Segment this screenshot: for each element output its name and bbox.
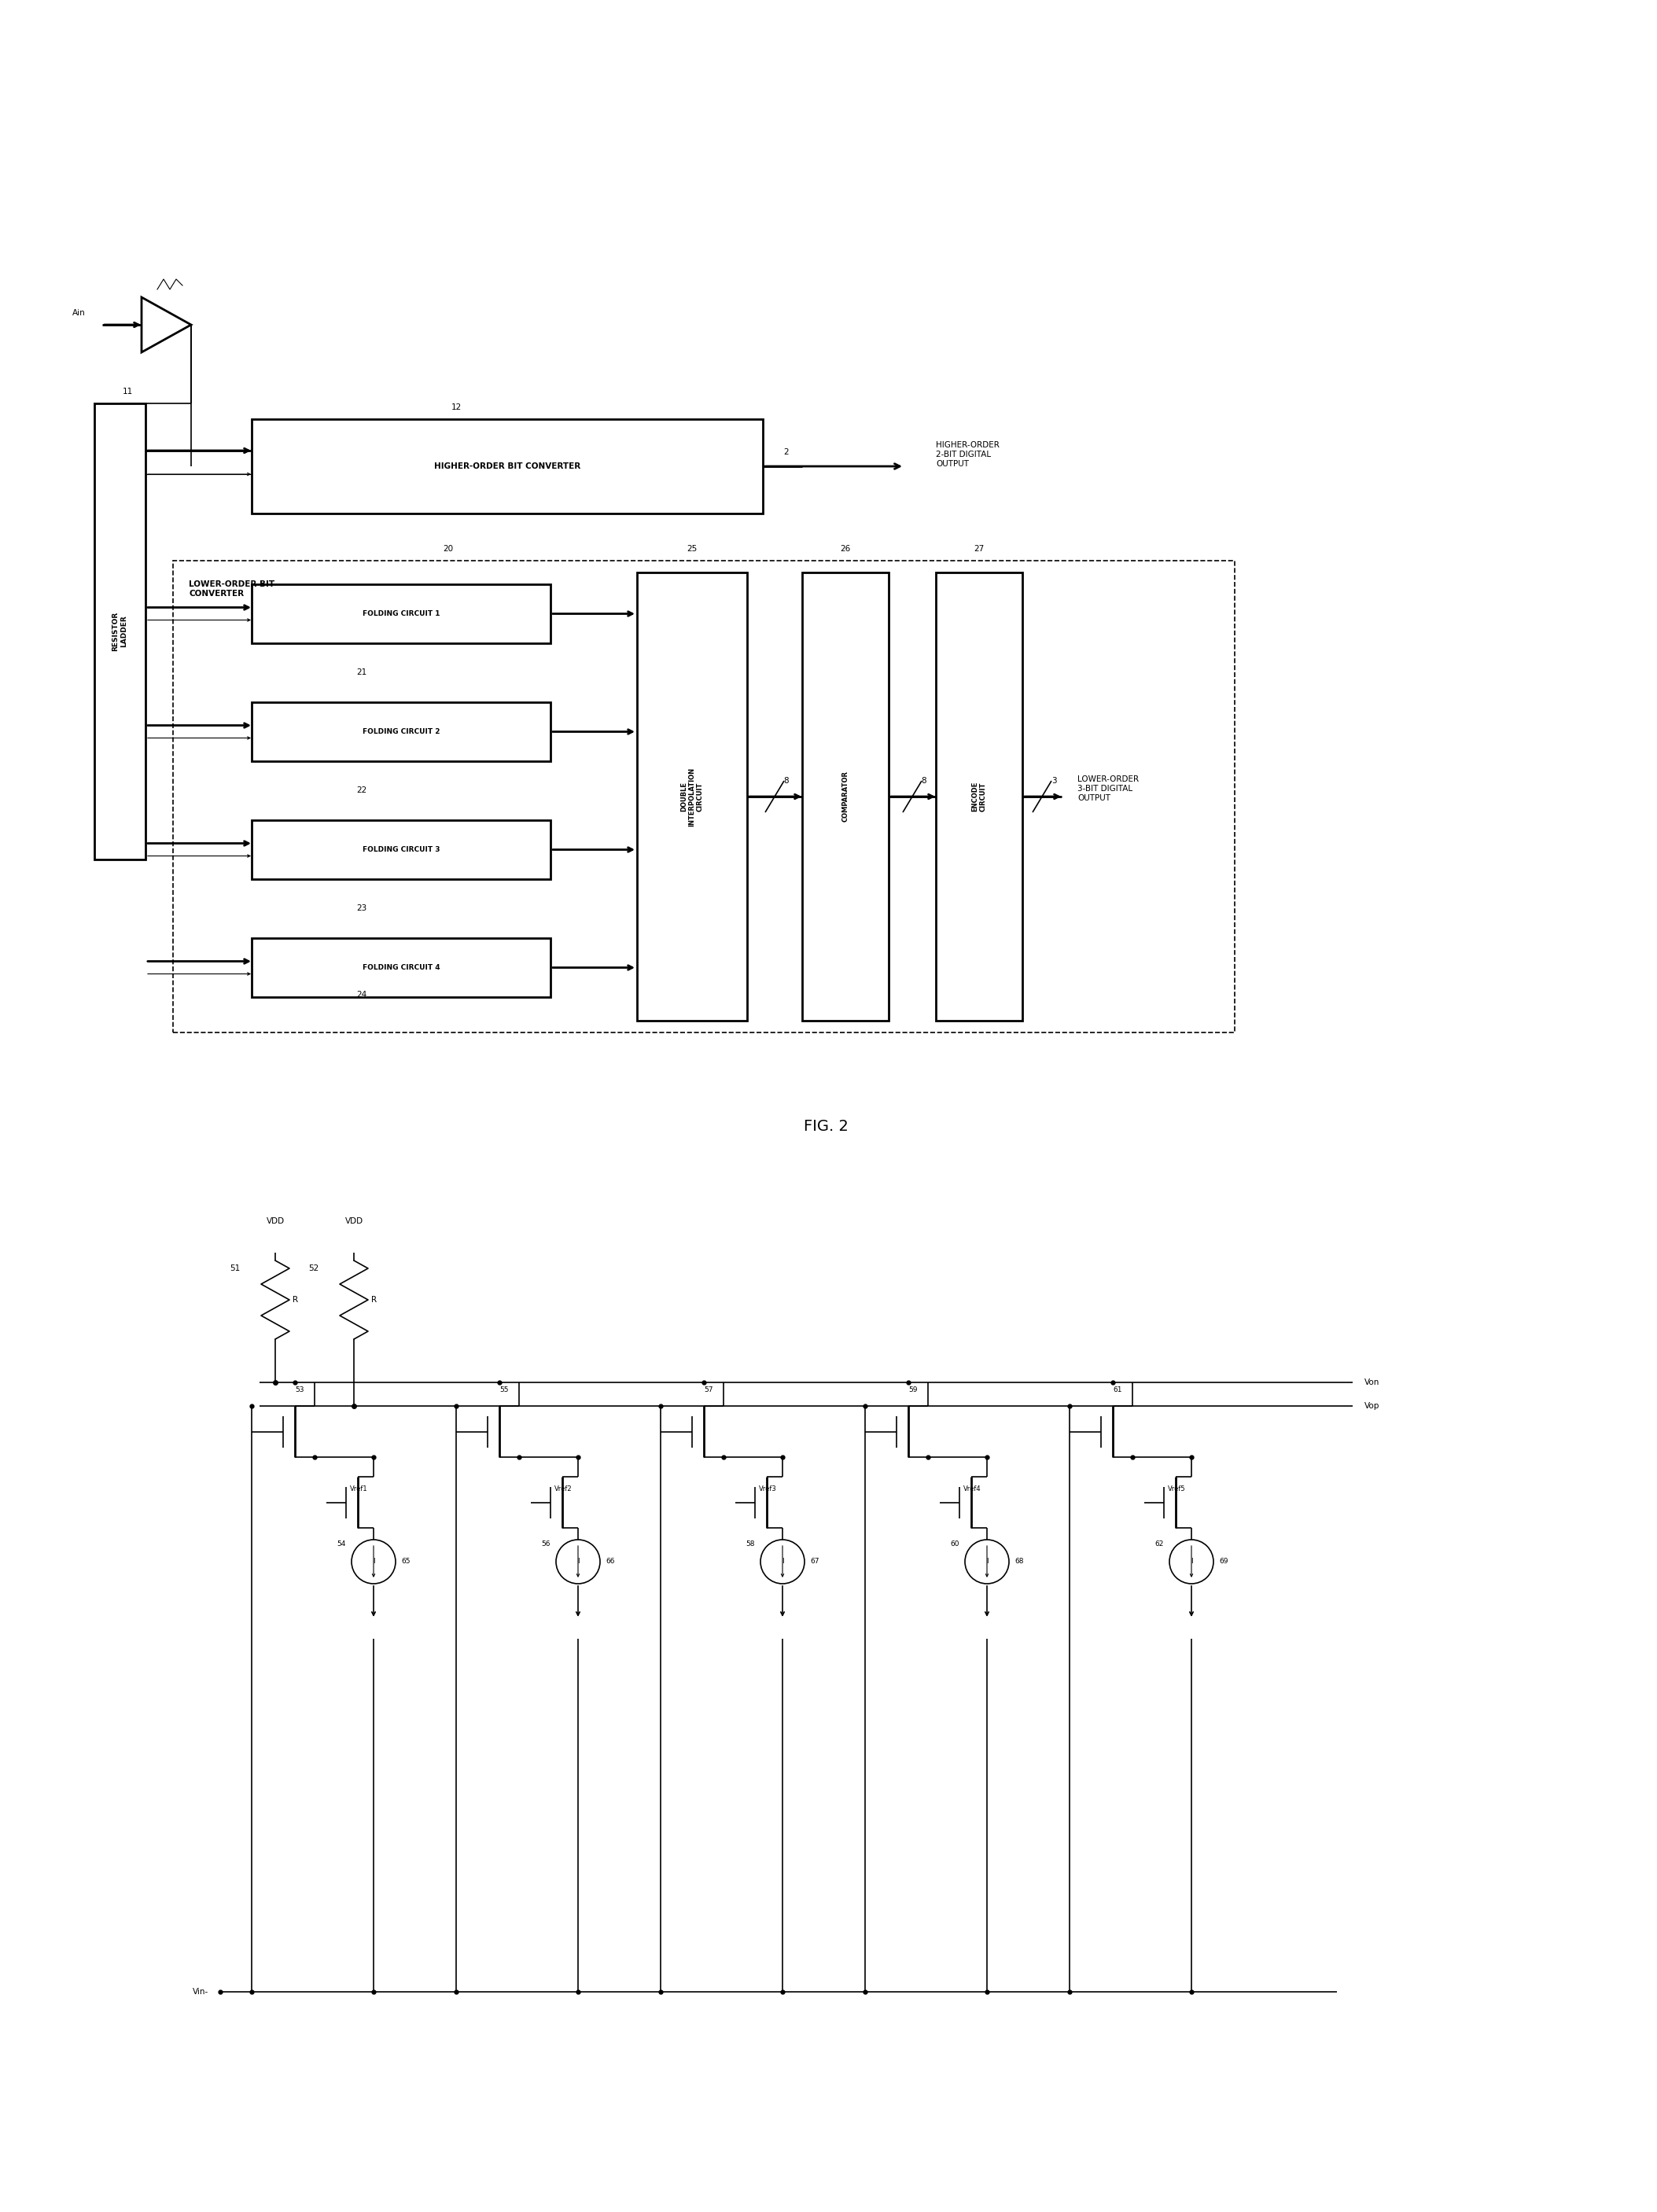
Text: FOLDING CIRCUIT 3: FOLDING CIRCUIT 3	[363, 847, 439, 854]
Text: FOLDING CIRCUIT 4: FOLDING CIRCUIT 4	[363, 964, 439, 971]
Bar	[94, 403, 146, 860]
Text: I: I	[782, 1557, 784, 1566]
Text: 52: 52	[308, 1265, 318, 1272]
Text: ENCODE
CIRCUIT: ENCODE CIRCUIT	[971, 781, 986, 812]
Bar	[252, 584, 550, 644]
Text: Vref1: Vref1	[350, 1484, 368, 1493]
Text: LOWER-ORDER
3-BIT DIGITAL
OUTPUT: LOWER-ORDER 3-BIT DIGITAL OUTPUT	[1077, 774, 1138, 803]
Text: HIGHER-ORDER
2-BIT DIGITAL
OUTPUT: HIGHER-ORDER 2-BIT DIGITAL OUTPUT	[936, 440, 999, 469]
Text: Vop: Vop	[1364, 1402, 1380, 1409]
Text: 3: 3	[1051, 776, 1057, 785]
Text: VDD: VDD	[345, 1217, 363, 1225]
Circle shape	[1170, 1540, 1213, 1584]
Bar	[802, 573, 888, 1020]
Text: I: I	[577, 1557, 578, 1566]
Text: R: R	[371, 1296, 376, 1303]
Bar	[252, 701, 550, 761]
Text: 51: 51	[229, 1265, 240, 1272]
Text: 26: 26	[840, 544, 850, 553]
Text: 59: 59	[908, 1387, 918, 1394]
Circle shape	[761, 1540, 805, 1584]
Circle shape	[351, 1540, 396, 1584]
Text: 22: 22	[356, 787, 366, 794]
Text: VDD: VDD	[267, 1217, 285, 1225]
Text: I: I	[373, 1557, 374, 1566]
Bar	[252, 938, 550, 998]
Text: COMPARATOR: COMPARATOR	[842, 772, 848, 823]
Text: 62: 62	[1155, 1540, 1163, 1546]
Text: 11: 11	[123, 387, 133, 396]
Text: 61: 61	[1114, 1387, 1122, 1394]
Text: 12: 12	[451, 403, 461, 411]
Text: Von: Von	[1364, 1378, 1380, 1387]
Text: 67: 67	[810, 1557, 819, 1566]
Text: 65: 65	[401, 1557, 411, 1566]
Text: LOWER-ORDER BIT
CONVERTER: LOWER-ORDER BIT CONVERTER	[189, 580, 275, 597]
Text: FOLDING CIRCUIT 2: FOLDING CIRCUIT 2	[363, 728, 439, 734]
Text: 27: 27	[974, 544, 984, 553]
Text: 54: 54	[336, 1540, 346, 1546]
Text: FOLDING CIRCUIT 1: FOLDING CIRCUIT 1	[363, 611, 439, 617]
Bar	[636, 573, 747, 1020]
Polygon shape	[141, 296, 191, 352]
Text: Vref2: Vref2	[555, 1484, 572, 1493]
Text: HIGHER-ORDER BIT CONVERTER: HIGHER-ORDER BIT CONVERTER	[434, 462, 580, 471]
Text: Vref5: Vref5	[1168, 1484, 1186, 1493]
Text: 66: 66	[605, 1557, 615, 1566]
Text: Vin-: Vin-	[192, 1989, 209, 1995]
Text: Ain: Ain	[71, 310, 85, 316]
Text: Vref3: Vref3	[759, 1484, 777, 1493]
Text: 56: 56	[542, 1540, 550, 1546]
Text: I: I	[986, 1557, 988, 1566]
Text: RESISTOR
LADDER: RESISTOR LADDER	[113, 613, 128, 650]
Bar	[252, 821, 550, 878]
Text: 21: 21	[356, 668, 366, 677]
Bar	[252, 418, 762, 513]
Text: 20: 20	[442, 544, 454, 553]
Text: I: I	[1190, 1557, 1193, 1566]
Text: 57: 57	[704, 1387, 713, 1394]
Text: 53: 53	[295, 1387, 303, 1394]
Circle shape	[964, 1540, 1009, 1584]
Text: 55: 55	[499, 1387, 509, 1394]
Text: 24: 24	[356, 991, 366, 1000]
Circle shape	[557, 1540, 600, 1584]
Text: 8: 8	[921, 776, 926, 785]
Text: 60: 60	[951, 1540, 959, 1546]
Bar	[936, 573, 1022, 1020]
Text: 69: 69	[1220, 1557, 1228, 1566]
Text: 25: 25	[688, 544, 698, 553]
Text: 68: 68	[1014, 1557, 1024, 1566]
Text: R: R	[293, 1296, 298, 1303]
Text: FIG. 2: FIG. 2	[804, 1119, 848, 1135]
Text: 8: 8	[784, 776, 789, 785]
Bar	[172, 560, 1234, 1033]
Text: Vref4: Vref4	[963, 1484, 981, 1493]
Text: 2: 2	[784, 449, 789, 456]
Text: 58: 58	[746, 1540, 756, 1546]
Text: DOUBLE
INTERPOLATION
CIRCUIT: DOUBLE INTERPOLATION CIRCUIT	[681, 768, 704, 825]
Text: 23: 23	[356, 905, 366, 914]
